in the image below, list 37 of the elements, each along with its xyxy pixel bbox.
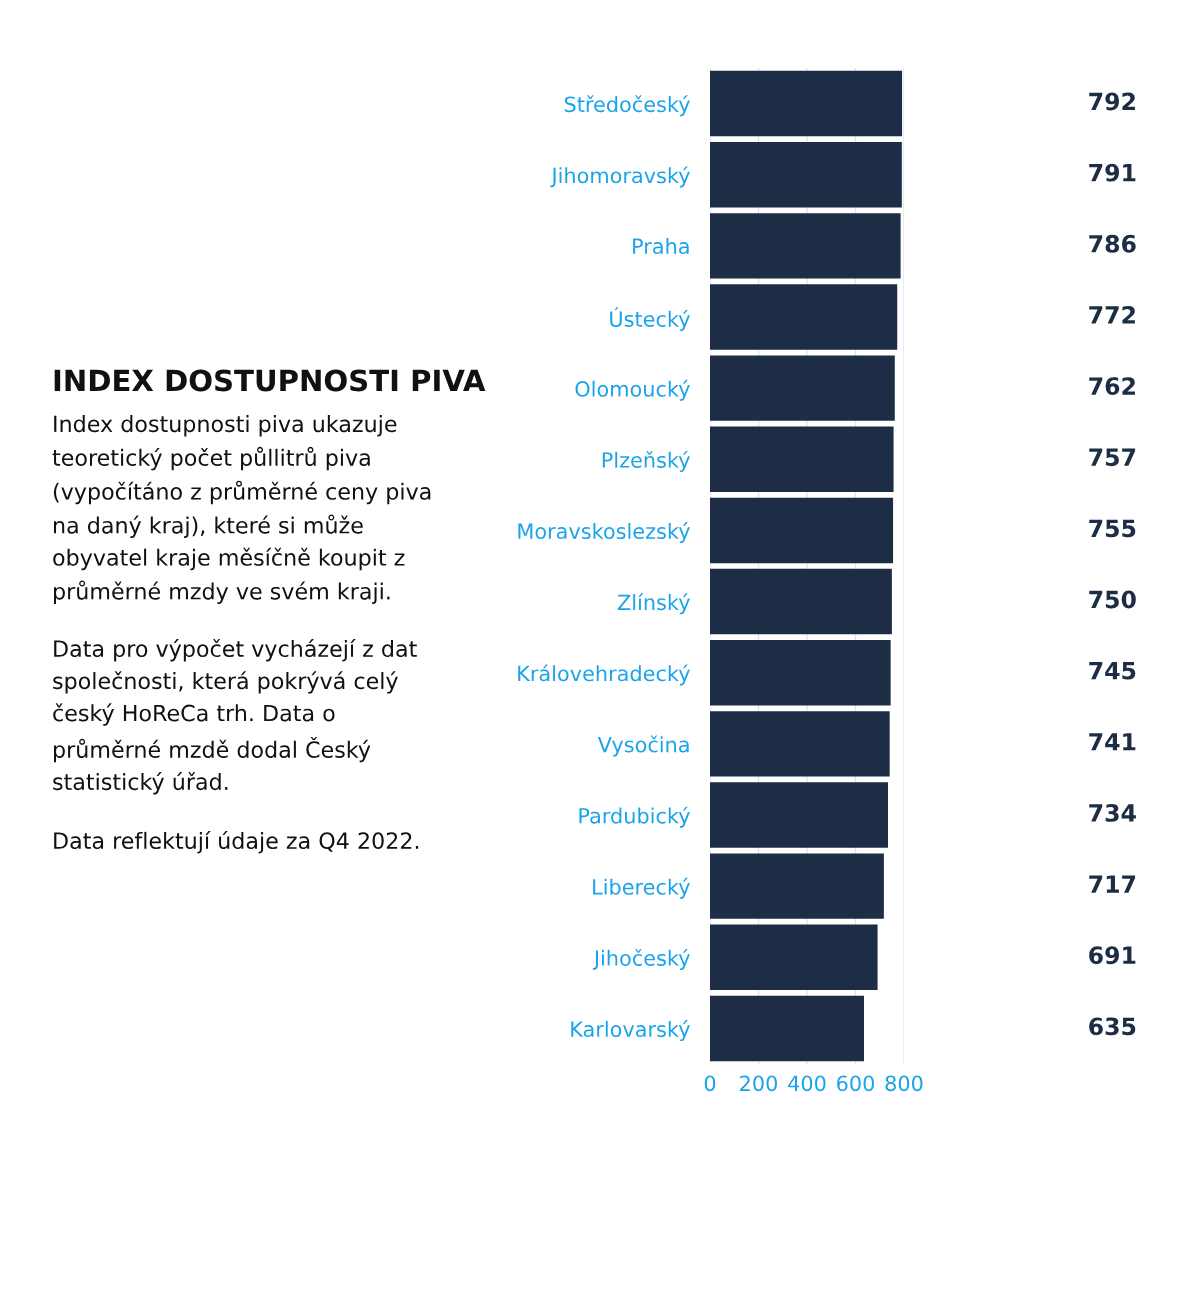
data-label: 635 bbox=[1089, 1017, 1136, 1036]
x-tick-label: 200 bbox=[740, 1075, 777, 1092]
data-label: 691 bbox=[1089, 946, 1136, 965]
data-label: 755 bbox=[1089, 519, 1136, 538]
x-tick-label: 800 bbox=[885, 1075, 923, 1092]
data-label: 741 bbox=[1089, 733, 1136, 751]
y-tick-label: Vysočina bbox=[597, 735, 689, 757]
y-tick-label: Pardubický bbox=[579, 806, 690, 828]
y-tick-label: Plzeňský bbox=[602, 450, 690, 472]
text: Data reflektují údaje za Q4 2022. bbox=[54, 831, 419, 854]
data-label: 734 bbox=[1089, 803, 1136, 822]
text: Index dostupnosti piva ukazuje teoretický počet půllitrů piva (vypočítáno z průměrné ceny piva na daný kraj), které si může obyvatel kraje měsíčně koupit z průměrné mzdy ve svém kraji. bbox=[52, 415, 431, 604]
y-tick-label: Moravskoslezský bbox=[518, 522, 690, 544]
y-tick-label: Zlínský bbox=[617, 593, 690, 615]
data-label: 772 bbox=[1089, 305, 1135, 324]
text: Data pro výpočet vycházejí z dat společnosti, která pokrývá celý český HoReCa trh. Data o průměrné mzdě dodal Český statistický úřad. bbox=[53, 639, 417, 795]
data-label: 786 bbox=[1089, 234, 1136, 253]
data-label: 757 bbox=[1089, 448, 1136, 467]
data-label: 792 bbox=[1089, 92, 1135, 111]
text: INDEX DOSTUPNOSTI PIVA bbox=[54, 369, 486, 392]
y-tick-label: Středočeský bbox=[564, 95, 690, 117]
y-tick-label: Liberecký bbox=[593, 877, 690, 899]
data-label: 762 bbox=[1089, 377, 1135, 395]
x-tick-label: 400 bbox=[788, 1075, 826, 1092]
y-tick-label: Jihomoravský bbox=[550, 166, 690, 188]
y-tick-label: Královehradecký bbox=[518, 664, 690, 686]
data-label: 717 bbox=[1089, 875, 1136, 893]
x-tick-label: 600 bbox=[837, 1075, 874, 1092]
x-tick-label: 0 bbox=[704, 1075, 716, 1092]
y-tick-label: Praha bbox=[633, 237, 689, 255]
y-tick-label: Ústecký bbox=[610, 307, 690, 331]
data-label: 750 bbox=[1089, 590, 1136, 609]
data-label: 745 bbox=[1089, 662, 1136, 680]
y-tick-label: Olomoucký bbox=[575, 379, 690, 401]
y-tick-label: Jihočeský bbox=[592, 948, 690, 970]
data-label: 791 bbox=[1089, 163, 1136, 182]
y-tick-label: Karlovarský bbox=[571, 1020, 690, 1042]
